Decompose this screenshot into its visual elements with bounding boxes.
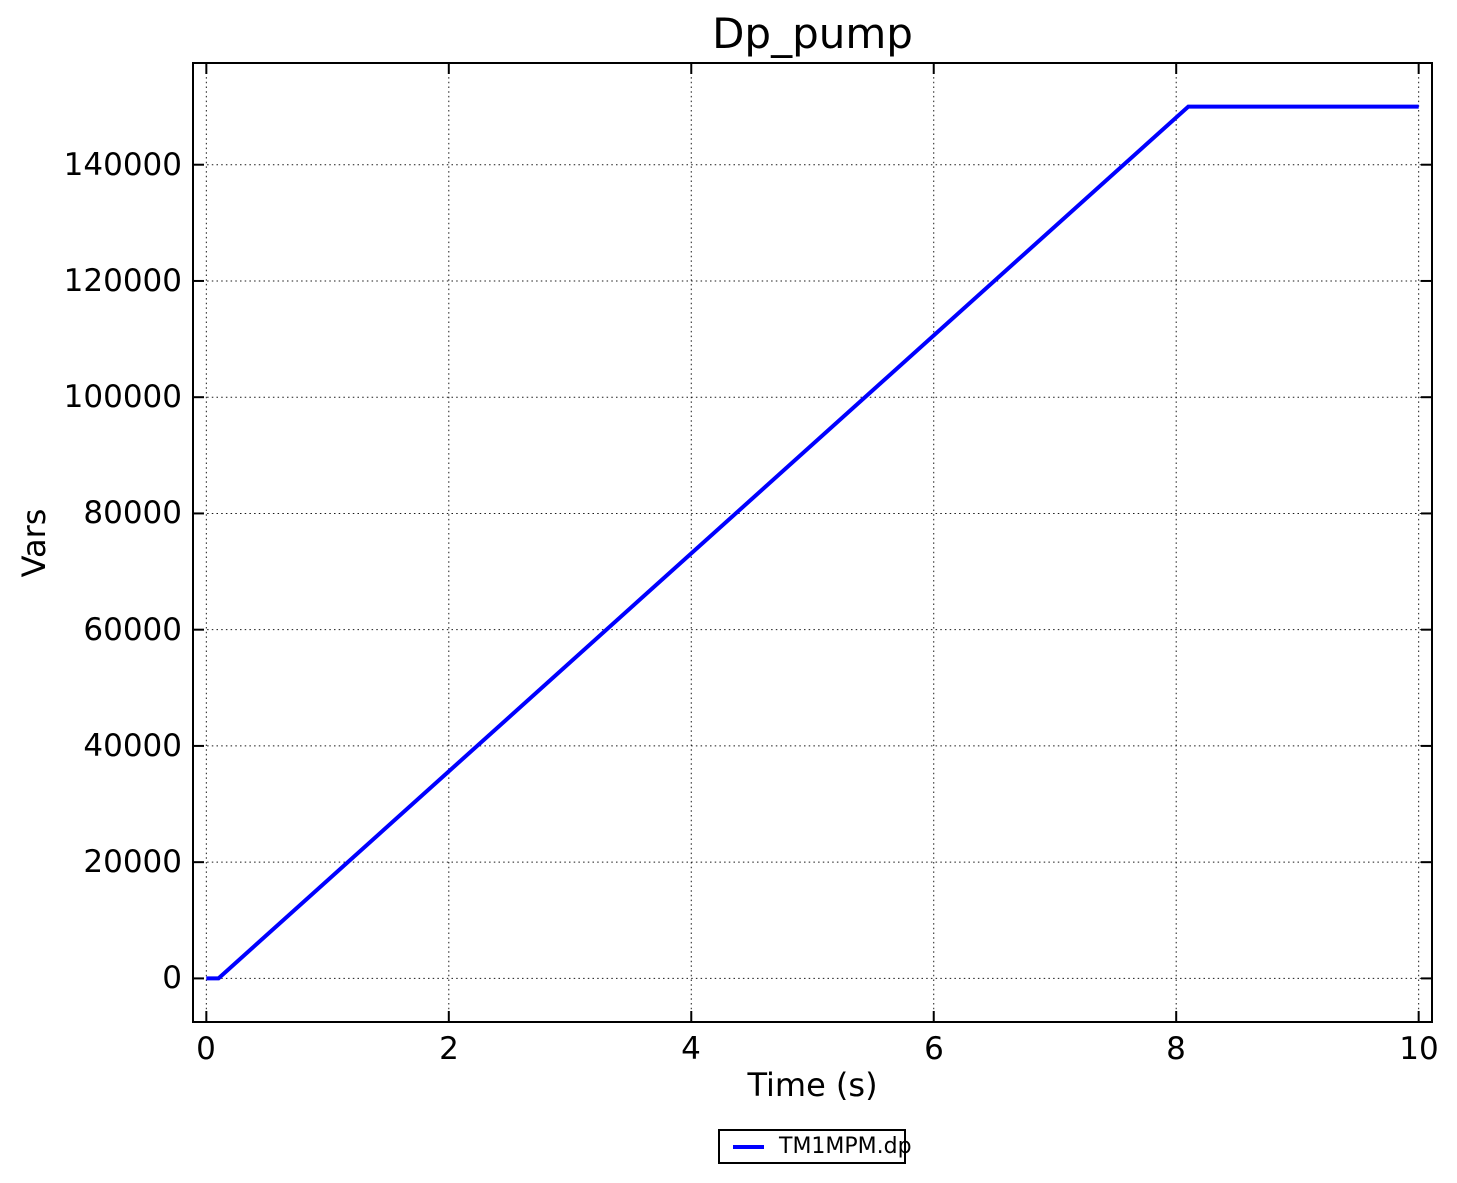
y-axis-label: Vars [15, 508, 53, 578]
x-axis-label: Time (s) [747, 1066, 878, 1104]
legend-line-sample [733, 1144, 764, 1149]
chart-title: Dp_pump [712, 9, 913, 58]
legend-label: TM1MPM.dp [779, 1134, 912, 1159]
plot-border [192, 62, 1433, 1023]
legend-box: TM1MPM.dp [718, 1129, 912, 1164]
series-line [206, 104, 1419, 981]
